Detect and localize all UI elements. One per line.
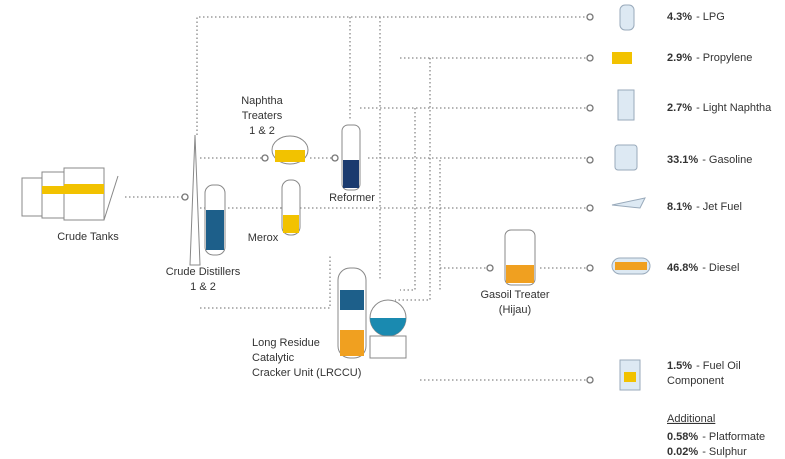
unit-label: Cracker Unit (LRCCU) [252,367,361,379]
unit-label: Reformer [329,192,375,204]
unit-label: 1 & 2 [249,125,275,137]
product-share: 46.8% [667,262,698,274]
product-name: - LPG [696,11,725,23]
node [586,13,594,21]
product-share: 2.7% [667,102,692,114]
crude-tanks-icon [21,167,119,221]
node [586,156,594,164]
additional-share: 0.58% [667,431,698,443]
labels: Crude Tanks Crude Distillers 1 & 2 Naphtha T… [57,11,772,458]
flow-lines [125,13,594,384]
unit-label: Treaters [242,110,283,122]
product-share: 2.9% [667,52,692,64]
product-share: 1.5% [667,360,692,372]
product-share: 33.1% [667,154,698,166]
product-name: - Fuel Oil [696,360,741,372]
node [586,204,594,212]
node [586,376,594,384]
unit-label: Merox [248,232,279,244]
crude-distiller-icon [189,134,226,266]
node [261,154,269,162]
unit-label: Crude Tanks [57,231,119,243]
node [586,104,594,112]
node [486,264,494,272]
unit-label: Long Residue [252,337,320,349]
node [181,193,189,201]
node [331,154,339,162]
unit-label: Naphtha [241,95,283,107]
product-icons [611,4,651,391]
product-name: Component [667,375,724,387]
unit-label: 1 & 2 [190,281,216,293]
product-share: 8.1% [667,201,692,213]
additional-title: Additional [667,413,715,425]
additional-share: 0.02% [667,446,698,458]
additional-name: - Sulphur [702,446,747,458]
naphtha-treater-icon [271,135,309,165]
additional-name: - Platformate [702,431,765,443]
product-name: - Light Naphtha [696,102,772,114]
product-name: - Jet Fuel [696,201,742,213]
product-name: - Propylene [696,52,752,64]
lrccu-icon [337,267,407,359]
node [586,54,594,62]
product-name: - Gasoline [702,154,752,166]
product-name: - Diesel [702,262,739,274]
reformer-icon [341,124,361,191]
product-share: 4.3% [667,11,692,23]
merox-icon [281,179,301,236]
unit-label: Gasoil Treater [480,289,549,301]
unit-label: (Hijau) [499,304,531,316]
unit-label: Catalytic [252,352,295,364]
node [586,264,594,272]
gasoil-treater-icon [504,229,536,286]
unit-label: Crude Distillers [166,266,241,278]
